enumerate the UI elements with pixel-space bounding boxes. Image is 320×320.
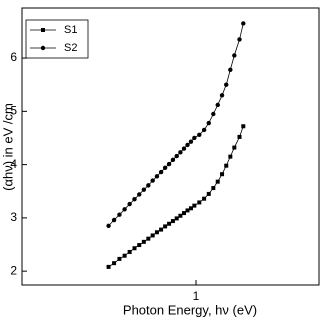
data-point bbox=[117, 212, 122, 217]
data-point bbox=[111, 217, 117, 223]
data-point bbox=[192, 135, 197, 141]
data-point bbox=[146, 183, 151, 188]
data-point bbox=[232, 53, 237, 58]
data-point bbox=[197, 132, 202, 137]
data-point bbox=[178, 150, 183, 155]
data-point bbox=[228, 67, 233, 72]
data-point bbox=[112, 261, 117, 266]
data-point bbox=[185, 208, 190, 213]
legend-box bbox=[25, 19, 89, 59]
data-point bbox=[137, 243, 142, 248]
data-point bbox=[127, 201, 132, 207]
data-point bbox=[181, 146, 187, 151]
data-point bbox=[174, 216, 179, 221]
y-tick-label: 2 bbox=[10, 263, 17, 277]
data-point bbox=[215, 179, 220, 184]
data-point bbox=[206, 191, 211, 196]
data-point bbox=[188, 206, 193, 211]
data-point bbox=[202, 196, 207, 201]
data-point bbox=[132, 197, 137, 202]
data-point bbox=[132, 246, 137, 251]
data-point bbox=[188, 139, 194, 144]
data-point bbox=[237, 134, 242, 139]
data-point bbox=[137, 192, 142, 197]
data-point bbox=[106, 223, 111, 229]
y-axis-label: (αhν) in eV /cm bbox=[0, 103, 15, 191]
data-point bbox=[167, 221, 172, 226]
data-point bbox=[211, 186, 216, 191]
data-point bbox=[174, 153, 179, 159]
data-point bbox=[141, 239, 146, 244]
data-point bbox=[150, 233, 155, 238]
legend-label: S1 bbox=[64, 24, 77, 36]
data-point bbox=[154, 230, 159, 235]
data-point bbox=[224, 82, 229, 87]
y-tick-label: 4 bbox=[10, 157, 17, 171]
data-point bbox=[201, 127, 207, 133]
data-point bbox=[219, 93, 225, 98]
data-point bbox=[166, 161, 172, 167]
y-tick-label: 6 bbox=[10, 50, 17, 64]
x-tick-label: 1 bbox=[193, 289, 200, 303]
data-point bbox=[159, 227, 164, 232]
data-point bbox=[197, 200, 202, 205]
data-point bbox=[192, 203, 197, 208]
data-point bbox=[122, 207, 127, 212]
data-point bbox=[206, 120, 211, 126]
data-point bbox=[170, 219, 175, 224]
legend-marker bbox=[40, 45, 46, 51]
data-point bbox=[146, 236, 151, 241]
data-point bbox=[127, 249, 132, 254]
data-point bbox=[220, 172, 225, 177]
data-point bbox=[141, 187, 147, 192]
legend-marker bbox=[41, 28, 45, 32]
data-point bbox=[215, 102, 220, 108]
data-point bbox=[162, 165, 168, 171]
data-point bbox=[154, 174, 160, 179]
data-point bbox=[181, 211, 186, 216]
series-line bbox=[108, 126, 244, 268]
plot-frame bbox=[21, 7, 320, 286]
data-point bbox=[178, 213, 183, 218]
data-point bbox=[185, 142, 190, 148]
series-line bbox=[108, 23, 244, 227]
data-point bbox=[241, 21, 246, 26]
data-point bbox=[158, 169, 164, 175]
data-point bbox=[224, 163, 229, 168]
data-point bbox=[106, 264, 111, 269]
data-point bbox=[211, 111, 216, 117]
data-point bbox=[237, 37, 242, 42]
x-axis-label: Photon Energy, hν (eV) bbox=[123, 302, 257, 317]
data-point bbox=[228, 154, 233, 159]
data-point bbox=[122, 253, 127, 258]
data-point bbox=[163, 224, 168, 229]
data-point bbox=[150, 178, 155, 183]
data-point bbox=[241, 124, 246, 129]
y-tick-label: 3 bbox=[10, 210, 17, 224]
data-point bbox=[117, 256, 122, 261]
legend-label: S2 bbox=[64, 42, 77, 54]
y-tick-label: 5 bbox=[10, 104, 17, 118]
data-point bbox=[170, 157, 176, 163]
data-point bbox=[232, 145, 237, 150]
